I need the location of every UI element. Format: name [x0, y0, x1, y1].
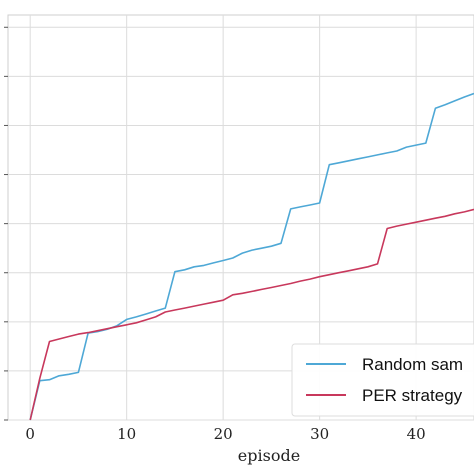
series-line-per [29, 208, 474, 421]
legend: Random sam PER strategy [291, 343, 474, 417]
x-tick-label: 30 [310, 425, 329, 443]
series-layer [29, 92, 474, 421]
x-tick-labels: 0 10 20 30 40 [25, 425, 425, 443]
x-tick-label: 0 [25, 425, 35, 443]
grid-lines [4, 14, 474, 421]
x-axis-label: episode [238, 446, 300, 465]
x-tick-label: 10 [117, 425, 136, 443]
legend-label-per: PER strategy [362, 386, 463, 405]
x-tick-label: 20 [214, 425, 233, 443]
x-tick-label: 40 [407, 425, 426, 443]
legend-box [291, 343, 474, 417]
legend-label-random: Random sam [362, 355, 463, 374]
